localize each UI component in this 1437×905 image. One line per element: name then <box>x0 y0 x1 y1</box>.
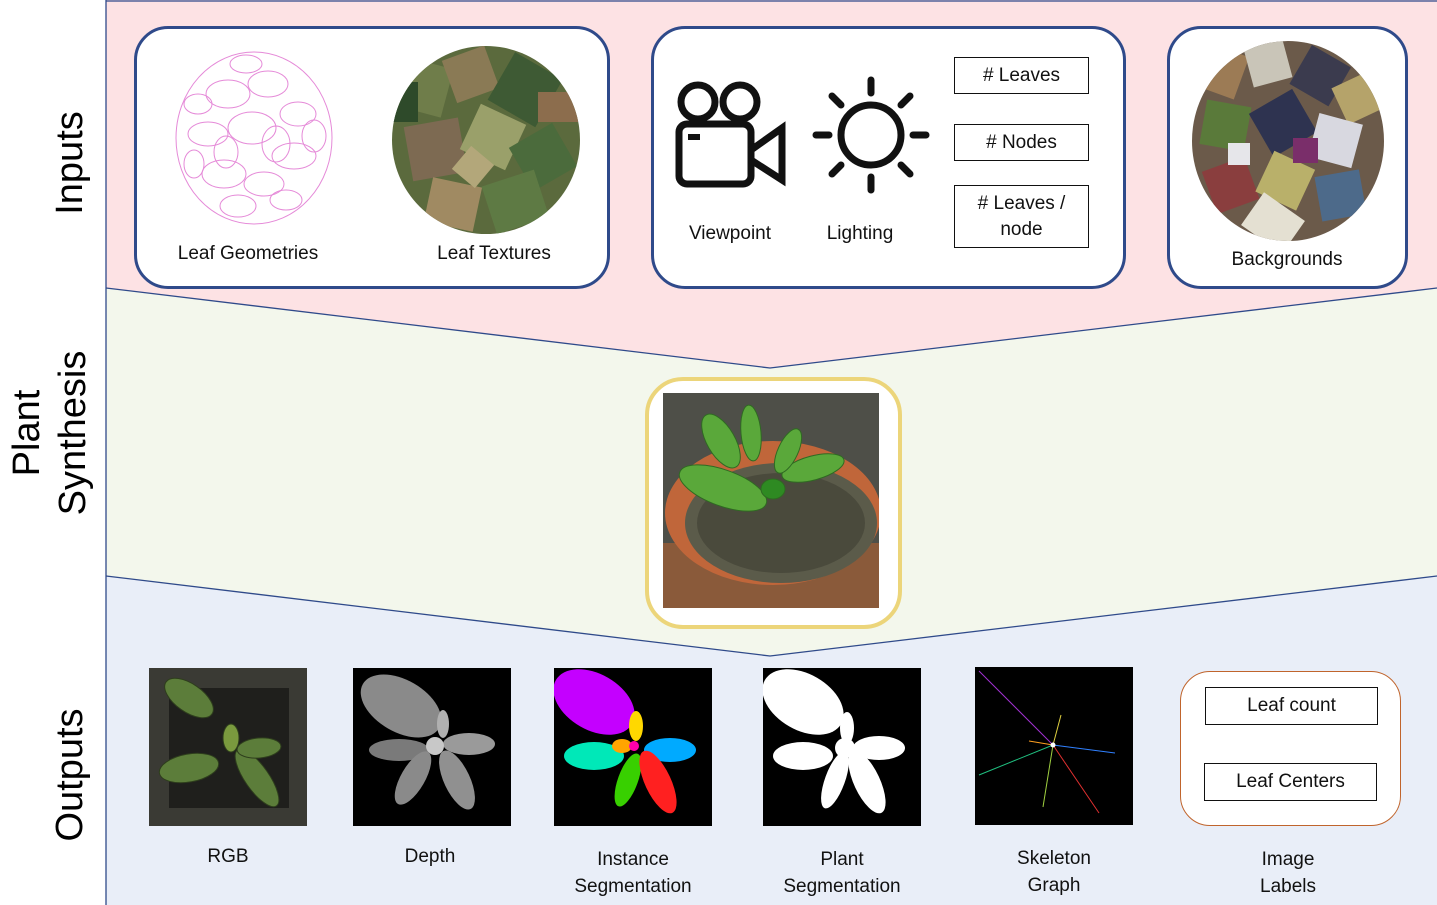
label-leaf-centers: Leaf Centers <box>1204 763 1377 801</box>
output-depth-image <box>353 668 511 826</box>
synthesized-plant-image <box>663 393 879 608</box>
param-num-nodes: # Nodes <box>954 124 1089 161</box>
lighting-label: Lighting <box>826 223 894 244</box>
synthesis-label-line1: Plant <box>6 389 48 477</box>
output-skeleton-label-line1: Skeleton <box>1017 848 1091 869</box>
leaf-geometries-image <box>175 51 333 225</box>
output-image-labels-label-line1: Image <box>1261 849 1315 870</box>
output-skeleton-label: Skeleton Graph <box>954 845 1154 899</box>
camera-icon <box>675 81 786 188</box>
leaf-textures-label: Leaf Textures <box>437 243 551 264</box>
output-instance-seg-label-line1: Instance <box>597 849 669 870</box>
output-plant-seg-image <box>763 668 921 826</box>
viewpoint-label: Viewpoint <box>688 223 772 244</box>
param-num-leaves: # Leaves <box>954 57 1089 94</box>
backgrounds-label: Backgrounds <box>1231 249 1343 270</box>
label-leaf-count: Leaf count <box>1205 687 1378 725</box>
output-skeleton-image <box>975 667 1133 825</box>
output-image-labels-label: Image Labels <box>1188 846 1388 900</box>
output-plant-seg-label: Plant Segmentation <box>742 846 942 900</box>
output-rgb-label: RGB <box>207 846 249 867</box>
output-instance-seg-label: Instance Segmentation <box>533 846 733 900</box>
output-rgb-image <box>149 668 307 826</box>
section-label-synthesis: Plant Synthesis <box>4 338 96 528</box>
output-image-labels-label-line2: Labels <box>1260 876 1316 897</box>
synthesis-label-line2: Synthesis <box>52 350 94 516</box>
param-leaves-per-node-line2: node <box>1000 218 1043 240</box>
param-leaves-per-node-line1: # Leaves / <box>977 192 1066 214</box>
leaf-geometries-label: Leaf Geometries <box>177 243 319 264</box>
param-leaves-per-node: # Leaves / node <box>954 185 1089 248</box>
backgrounds-image <box>1192 41 1384 241</box>
output-plant-seg-label-line2: Segmentation <box>783 876 901 897</box>
output-instance-seg-image <box>554 668 712 826</box>
output-skeleton-label-line2: Graph <box>1027 875 1081 896</box>
sun-icon <box>812 76 930 194</box>
output-depth-label: Depth <box>404 846 456 867</box>
output-plant-seg-label-line1: Plant <box>820 849 864 870</box>
section-label-outputs: Outputs <box>49 708 91 842</box>
leaf-textures-image <box>392 46 580 234</box>
output-instance-seg-label-line2: Segmentation <box>574 876 692 897</box>
section-label-inputs: Inputs <box>49 111 91 215</box>
